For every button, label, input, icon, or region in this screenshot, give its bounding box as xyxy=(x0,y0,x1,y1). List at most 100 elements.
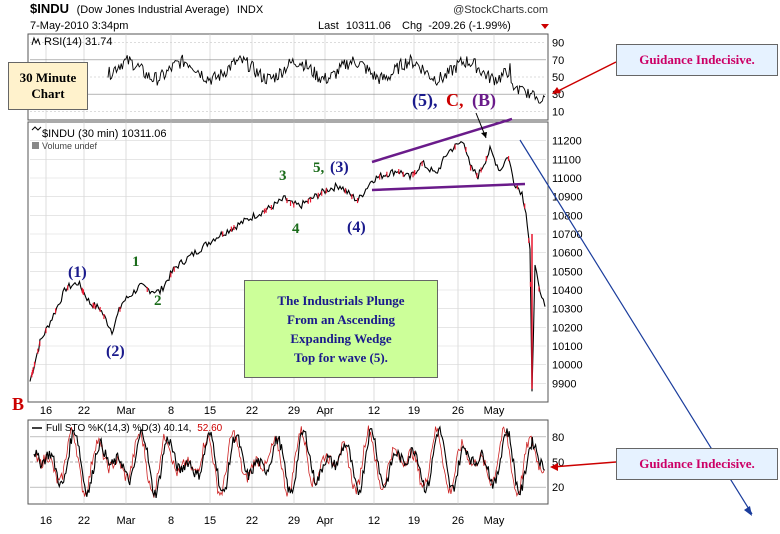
wave-label-1-major: (1) xyxy=(68,264,87,281)
x-tick-label: 15 xyxy=(204,405,216,417)
x-tick-label: 12 xyxy=(368,405,380,417)
wave-label-top: (5), C, (B) xyxy=(412,90,496,111)
wave-label-1-minor: 1 xyxy=(132,254,140,270)
sto-series xyxy=(33,425,545,498)
price-label-icon xyxy=(31,126,42,131)
price-tick-label: 10600 xyxy=(552,248,583,260)
price-tick-label: 10200 xyxy=(552,322,583,334)
rsi-tick-label: 50 xyxy=(552,72,564,84)
datetime: 7-May-2010 3:34pm xyxy=(30,20,128,32)
symbol: $INDU xyxy=(30,1,69,16)
wave-label-3-major: (3) xyxy=(330,159,349,176)
last-label: Last xyxy=(318,20,339,32)
x-tick-label: May xyxy=(484,405,505,417)
analysis-line-3: Expanding Wedge xyxy=(290,331,392,346)
price-tick-label: 10300 xyxy=(552,304,583,316)
x-tick-label: 16 xyxy=(40,405,52,417)
last-readout: Last 10311.06 Chg -209.26 (-1.99%) xyxy=(318,20,511,32)
x-tick-label-bottom: May xyxy=(484,515,505,527)
wave-label-2-major: (2) xyxy=(106,343,125,360)
guidance-bottom-arrow xyxy=(551,461,617,468)
analysis-line-1: The Industrials Plunge xyxy=(277,293,405,308)
guidance-top-text: Guidance Indecisive. xyxy=(639,52,755,67)
wave-label-b: B xyxy=(12,394,24,414)
x-tick-label: 22 xyxy=(246,405,258,417)
sto-label: Full STO %K(14,3) %D(3) 40.14, 52.60 xyxy=(46,423,223,434)
price-tick-label: 11100 xyxy=(552,154,581,166)
price-tick-label: 10400 xyxy=(552,285,583,297)
sto-tick-label: 80 xyxy=(552,432,564,444)
price-tick-label: 10700 xyxy=(552,229,583,241)
price-tick-label: 10900 xyxy=(552,192,583,204)
chart-type-line-1: 30 Minute xyxy=(19,70,77,85)
price-line xyxy=(29,141,546,392)
chart-type-line-2: Chart xyxy=(31,86,65,101)
wedge-lower-line xyxy=(371,182,526,192)
x-tick-label-bottom: Apr xyxy=(316,515,333,527)
x-tick-label-bottom: Mar xyxy=(117,515,136,527)
sto-tick-label: 20 xyxy=(552,482,564,494)
guidance-top-arrow xyxy=(553,61,617,94)
brand-label: @StockCharts.com xyxy=(453,4,548,16)
wave-label-b-major: (B) xyxy=(472,90,496,111)
price-tick-label: 10000 xyxy=(552,360,583,372)
x-tick-label-bottom: 8 xyxy=(168,515,174,527)
x-tick-label: 8 xyxy=(168,405,174,417)
wave-label-4-major: (4) xyxy=(347,219,366,236)
guidance-bottom-box: Guidance Indecisive. xyxy=(616,448,778,480)
axis-labels: 16162222MarMar88151522222929AprApr121219… xyxy=(40,38,583,527)
sto-label-text: Full STO %K(14,3) %D(3) 40.14, xyxy=(46,423,191,434)
price-tick-label: 10500 xyxy=(552,266,583,278)
price-tick-label: 9900 xyxy=(552,378,576,390)
wave-label-3-minor: 3 xyxy=(279,168,287,184)
wave-label-4-minor: 4 xyxy=(292,221,300,237)
x-tick-label-bottom: 29 xyxy=(288,515,300,527)
price-tick-label: 11200 xyxy=(552,136,582,148)
x-tick-label-bottom: 22 xyxy=(246,515,258,527)
volume-label-icon xyxy=(32,142,39,149)
x-tick-label-bottom: 12 xyxy=(368,515,380,527)
rsi-tick-label: 90 xyxy=(552,38,564,50)
exchange: INDX xyxy=(237,4,264,16)
price-label: $INDU (30 min) 10311.06 xyxy=(42,128,167,140)
rsi-tick-label: 10 xyxy=(552,106,564,118)
price-tick-label: 10100 xyxy=(552,341,583,353)
guidance-top-box: Guidance Indecisive. xyxy=(616,44,778,76)
forecast-arrow-head xyxy=(744,506,752,516)
x-tick-label-bottom: 19 xyxy=(408,515,420,527)
x-tick-label: 22 xyxy=(78,405,90,417)
analysis-callout: The Industrials Plunge From an Ascending… xyxy=(244,280,438,378)
chg-down-icon xyxy=(541,24,549,29)
wedge-upper-line xyxy=(371,117,513,164)
rsi-label-icon xyxy=(31,36,41,46)
sto-label-value: 52.60 xyxy=(197,423,222,434)
x-tick-label-bottom: 15 xyxy=(204,515,216,527)
x-tick-label: 19 xyxy=(408,405,420,417)
rsi-series xyxy=(107,53,546,104)
rsi-label: RSI(14) 31.74 xyxy=(44,36,112,48)
x-tick-label: 26 xyxy=(452,405,464,417)
x-tick-label: Mar xyxy=(117,405,136,417)
chg-value: -209.26 (-1.99%) xyxy=(428,20,511,32)
wave-label-2-minor: 2 xyxy=(154,293,162,309)
sto-k-line xyxy=(33,425,545,498)
guidance-bottom-text: Guidance Indecisive. xyxy=(639,456,755,471)
price-tick-label: 11000 xyxy=(552,173,582,185)
symbol-title: $INDU (Dow Jones Industrial Average) IND… xyxy=(30,1,264,16)
chart-type-box: 30 Minute Chart xyxy=(8,62,88,110)
last-value: 10311.06 xyxy=(346,20,391,32)
x-tick-label-bottom: 26 xyxy=(452,515,464,527)
guidance-top-arrow-head xyxy=(552,87,561,94)
wave-label-c: C, xyxy=(446,90,464,110)
analysis-line-2: From an Ascending xyxy=(286,312,396,327)
x-tick-label-bottom: 16 xyxy=(40,515,52,527)
volume-label: Volume undef xyxy=(42,141,98,151)
x-tick-label: Apr xyxy=(316,405,333,417)
wave-label-5-major: (5), xyxy=(412,90,438,111)
chg-label: Chg xyxy=(402,20,422,32)
wave-b-pointer-head xyxy=(481,132,487,138)
x-tick-label: 29 xyxy=(288,405,300,417)
wave-label-5-minor: 5, xyxy=(313,160,325,176)
rsi-line xyxy=(107,53,546,104)
analysis-line-4: Top for wave (5). xyxy=(294,350,388,365)
